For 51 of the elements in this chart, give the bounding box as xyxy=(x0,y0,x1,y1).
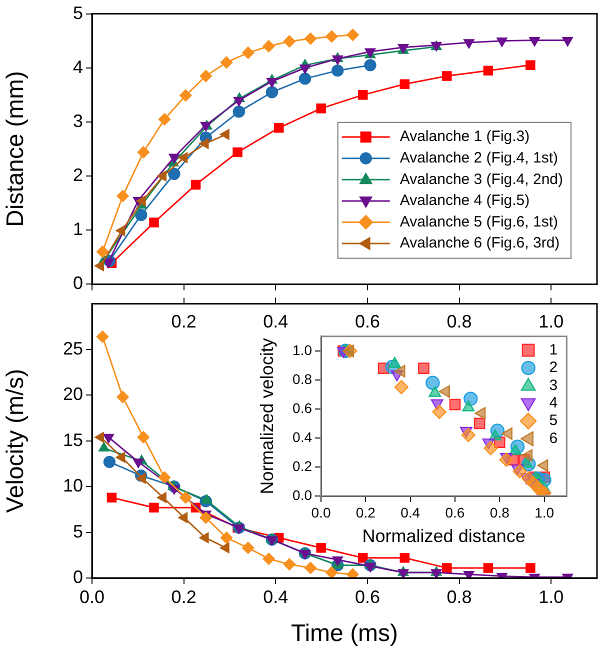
legend-label: Avalanche 2 (Fig.4, 1st) xyxy=(400,149,558,166)
y-tick-label: 20 xyxy=(62,384,83,404)
y-tick-label: 0 xyxy=(72,273,83,294)
legend-label: 6 xyxy=(549,430,558,447)
y-tick-label: 0.4 xyxy=(292,428,312,445)
x-tick-label: 0.4 xyxy=(263,586,288,607)
x-axis-title: Normalized distance xyxy=(362,526,526,546)
y-tick-label: 2 xyxy=(72,165,83,186)
x-tick-label: 0.2 xyxy=(171,586,196,607)
x-tick-label: 0.6 xyxy=(445,504,465,520)
y-tick-label: 10 xyxy=(62,476,83,496)
x-tick-label: 0.8 xyxy=(490,504,510,520)
y-tick-label: 0.6 xyxy=(292,400,312,416)
y-tick-label: 15 xyxy=(62,430,83,450)
y-tick-label: 1.0 xyxy=(292,342,312,358)
legend-label: 1 xyxy=(549,341,558,358)
x2-tick-label: 0.2 xyxy=(171,312,196,332)
legend-label: 4 xyxy=(549,394,558,412)
y-tick-label: 0.2 xyxy=(292,458,312,474)
legend-label: Avalanche 5 (Fig.6, 1st) xyxy=(400,213,558,230)
y-tick-label: 5 xyxy=(72,2,83,23)
legend-label: Avalanche 1 (Fig.3) xyxy=(400,128,530,146)
x-tick-label: 0.8 xyxy=(446,586,472,607)
x-tick-label: 0.0 xyxy=(311,504,331,520)
legend-label: Avalanche 6 (Fig.6, 3rd) xyxy=(400,234,560,252)
x-tick-label: 0.4 xyxy=(400,504,420,520)
y-axis-title: Distance (mm) xyxy=(2,70,30,228)
x-axis-title: Time (ms) xyxy=(290,620,398,648)
y-tick-label: 5 xyxy=(72,521,83,542)
legend-label: 2 xyxy=(549,359,558,376)
x2-tick-label: 0.4 xyxy=(263,312,288,332)
y-tick-label: 3 xyxy=(72,110,83,131)
x-tick-label: 1.0 xyxy=(538,586,564,607)
x2-tick-label: 0.8 xyxy=(446,312,472,332)
y-tick-label: 4 xyxy=(72,56,83,77)
x2-tick-label: 0.6 xyxy=(354,312,380,332)
x-tick-label: 0.6 xyxy=(354,586,380,607)
y-axis-title: Normalized velocity xyxy=(256,338,277,494)
legend-label: Avalanche 3 (Fig.4, 2nd) xyxy=(400,170,564,188)
x2-tick-label: 1.0 xyxy=(538,312,564,332)
x-tick-label: 0.2 xyxy=(356,504,376,520)
y-axis-title: Velocity (m/s) xyxy=(2,368,30,513)
y-tick-label: 0.8 xyxy=(292,370,312,387)
y-tick-label: 25 xyxy=(62,338,83,358)
y-tick-label: 1 xyxy=(72,219,83,240)
legend-label: Avalanche 4 (Fig.5) xyxy=(400,192,530,210)
legend-label: 3 xyxy=(549,376,558,394)
legend-label: 5 xyxy=(549,412,558,430)
y-tick-label: 0 xyxy=(72,566,83,587)
x-tick-label: 1.0 xyxy=(534,504,554,520)
y-tick-label: 0.0 xyxy=(292,486,312,503)
